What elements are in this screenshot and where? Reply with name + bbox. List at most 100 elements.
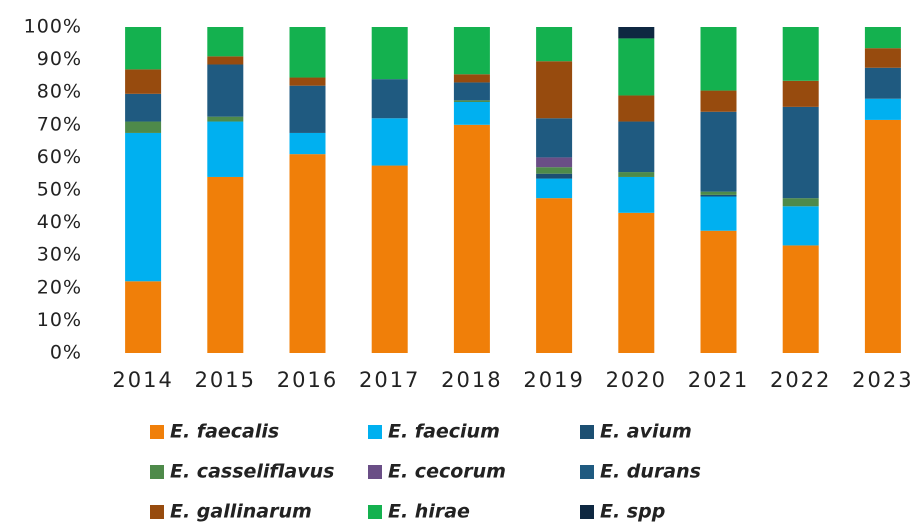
y-tick-label: 100% (24, 16, 82, 38)
bar-segment (453, 74, 490, 83)
legend-label: E. hirae (388, 501, 470, 523)
legend-swatch (150, 425, 164, 439)
y-tick-label: 30% (37, 244, 82, 266)
bar-segment (700, 90, 737, 112)
bar-segment (536, 157, 573, 168)
bar-segment (207, 176, 244, 353)
legend-label: E. gallinarum (170, 501, 312, 523)
bar-segment (618, 212, 655, 353)
legend-label: E. cecorum (388, 461, 506, 483)
bar-segment (207, 116, 244, 122)
bar-segment (864, 98, 901, 120)
legend-swatch (150, 505, 164, 519)
bar-segment (207, 56, 244, 65)
bar-segment (371, 79, 408, 119)
x-tick-label: 2019 (523, 368, 584, 392)
bar-segment (618, 176, 655, 213)
bar-segment (782, 106, 819, 199)
x-tick-label: 2018 (441, 368, 502, 392)
bar-segment (536, 167, 573, 174)
y-tick-label: 40% (37, 211, 82, 233)
bar-segment (371, 165, 408, 353)
legend-label: E. faecium (388, 421, 500, 443)
bar-segment (371, 27, 408, 80)
bar-segment (864, 48, 901, 68)
bar-segment (289, 85, 326, 133)
y-tick-label: 90% (37, 48, 82, 70)
bar-segment (536, 173, 573, 179)
bar-segment (125, 121, 162, 133)
y-tick-label: 70% (37, 113, 82, 135)
bar-segment (289, 132, 326, 155)
y-tick-label: 20% (37, 276, 82, 298)
bar-segment (453, 100, 490, 102)
bar-segment (618, 38, 655, 96)
legend-swatch (368, 465, 382, 479)
legend-swatch (150, 465, 164, 479)
bar-segment (289, 154, 326, 353)
y-tick-label: 10% (37, 309, 82, 331)
bar-segment (782, 198, 819, 207)
bar-segment (371, 118, 408, 166)
legend-label: E. casseliflavus (170, 461, 334, 483)
x-tick-label: 2020 (606, 368, 667, 392)
bar-segment (700, 230, 737, 353)
legend-swatch (580, 425, 594, 439)
y-tick-label: 50% (37, 179, 82, 201)
bar-segment (125, 281, 162, 353)
x-tick-label: 2017 (359, 368, 420, 392)
legend-swatch (368, 505, 382, 519)
y-tick-label: 60% (37, 146, 82, 168)
bar-segment (207, 27, 244, 57)
bar-segment (618, 95, 655, 122)
bar-segment (207, 121, 244, 177)
bar-segment (453, 124, 490, 353)
y-tick-label: 80% (37, 81, 82, 103)
bar-segment (618, 27, 655, 39)
bar-segment (700, 27, 737, 91)
x-tick-label: 2016 (277, 368, 338, 392)
bar-segment (700, 196, 737, 231)
bar-segment (700, 191, 737, 195)
bar-segment (125, 69, 162, 94)
bar-segment (864, 27, 901, 49)
bar-segment (453, 101, 490, 125)
bar-segment (618, 172, 655, 177)
bar-segment (453, 27, 490, 75)
bar-segment (536, 61, 573, 119)
y-tick-label: 0% (50, 342, 82, 364)
bar-segment (207, 64, 244, 117)
bar-segment (125, 27, 162, 70)
bar-segment (125, 132, 162, 282)
x-tick-label: 2023 (852, 368, 913, 392)
bar-segment (782, 27, 819, 81)
legend-label: E. faecalis (170, 421, 279, 443)
bar-segment (289, 77, 326, 86)
bar-segment (700, 111, 737, 192)
bar-segment (700, 194, 737, 197)
legend-swatch (580, 465, 594, 479)
x-tick-label: 2014 (112, 368, 173, 392)
bar-segment (864, 119, 901, 353)
legend-label: E. avium (600, 421, 692, 443)
bar-segment (453, 82, 490, 101)
legend-swatch (368, 425, 382, 439)
legend-swatch (580, 505, 594, 519)
bar-segment (782, 206, 819, 246)
bar-segment (618, 121, 655, 173)
x-tick-label: 2021 (688, 368, 749, 392)
legend-label: E. spp (600, 501, 665, 523)
bar-segment (536, 178, 573, 199)
bar-segment (864, 67, 901, 99)
legend-label: E. durans (600, 461, 701, 483)
x-tick-label: 2022 (770, 368, 831, 392)
bar-segment (289, 27, 326, 78)
x-tick-label: 2015 (195, 368, 256, 392)
bar-segment (782, 245, 819, 353)
bar-segment (782, 80, 819, 107)
bar-segment (536, 27, 573, 62)
bar-segment (125, 93, 162, 122)
bar-segment (536, 198, 573, 353)
bar-segment (536, 118, 573, 158)
